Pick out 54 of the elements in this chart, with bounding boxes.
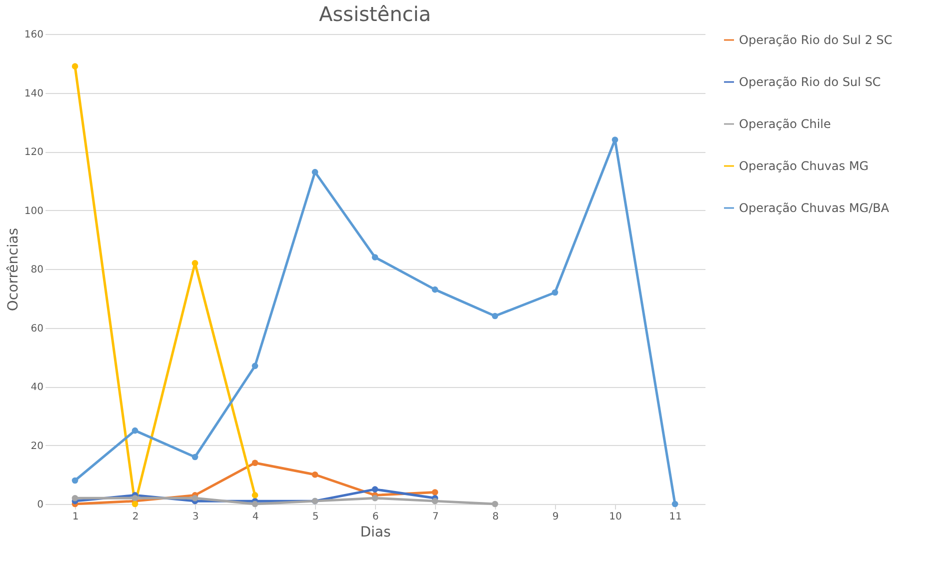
- point: [132, 494, 138, 502]
- point: [252, 362, 258, 370]
- legend-label: Operação Chuvas MG: [739, 159, 869, 173]
- point: [432, 489, 438, 496]
- y-tick-label: 80: [30, 264, 44, 276]
- point: [252, 500, 258, 508]
- x-tick-label: 5: [312, 512, 319, 522]
- point: [252, 460, 258, 466]
- point: [612, 136, 618, 143]
- point: [432, 498, 438, 504]
- y-tick-label: 60: [30, 323, 44, 334]
- y-tick-label: 120: [24, 147, 44, 158]
- point: [72, 63, 78, 70]
- point: [372, 486, 378, 492]
- legend-label: Operação Rio do Sul 2 SC: [739, 33, 892, 47]
- point: [192, 260, 198, 266]
- point: [312, 471, 318, 478]
- x-tick-label: 9: [552, 512, 559, 522]
- point: [492, 312, 498, 320]
- point: [72, 494, 78, 502]
- point: [312, 168, 318, 176]
- point: [132, 500, 138, 508]
- point: [432, 286, 438, 293]
- point: [492, 500, 498, 508]
- y-tick-label: 0: [37, 500, 44, 510]
- point: [372, 494, 378, 502]
- point: [552, 289, 558, 296]
- x-tick-label: 6: [372, 512, 379, 522]
- y-tick-label: 40: [30, 382, 44, 393]
- x-axis-title: Dias: [360, 524, 391, 540]
- point: [252, 492, 258, 498]
- point: [132, 427, 138, 434]
- y-tick-label: 160: [24, 30, 44, 40]
- y-axis-title: Ocorrências: [5, 228, 22, 312]
- legend-label: Operação Chuvas MG/BA: [739, 201, 890, 215]
- legend-label: Operação Chile: [739, 117, 831, 131]
- point: [72, 477, 78, 484]
- y-tick-label: 20: [30, 440, 44, 452]
- point: [192, 494, 198, 502]
- point: [192, 454, 198, 460]
- y-tick-label: 140: [24, 88, 44, 100]
- x-tick-label: 1: [72, 512, 79, 522]
- x-tick-label: 10: [609, 512, 622, 522]
- x-tick-label: 8: [492, 512, 499, 522]
- x-tick-label: 2: [132, 512, 139, 522]
- x-tick-label: 4: [252, 512, 259, 522]
- legend-label: Operação Rio do Sul SC: [739, 75, 881, 89]
- x-tick-label: 11: [669, 512, 682, 522]
- point: [672, 500, 678, 508]
- y-tick-label: 100: [24, 206, 44, 217]
- x-tick-label: 7: [432, 512, 439, 522]
- chart-title: Assistência: [318, 2, 432, 26]
- x-tick-label: 3: [192, 512, 199, 522]
- point: [372, 254, 378, 260]
